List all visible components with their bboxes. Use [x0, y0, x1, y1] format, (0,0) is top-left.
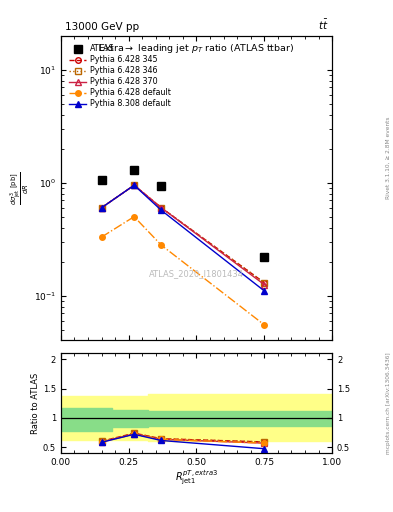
Pythia 6.428 370 — [132, 182, 136, 188]
ATLAS — [262, 254, 266, 260]
Y-axis label: Ratio to ATLAS: Ratio to ATLAS — [31, 373, 40, 434]
Pythia 8.308 default — [159, 207, 163, 214]
Legend: ATLAS, Pythia 6.428 345, Pythia 6.428 346, Pythia 6.428 370, Pythia 6.428 defaul: ATLAS, Pythia 6.428 345, Pythia 6.428 34… — [69, 45, 171, 109]
Pythia 6.428 346 — [159, 205, 163, 211]
Pythia 8.308 default — [99, 205, 104, 211]
Pythia 6.428 default — [159, 242, 163, 248]
Text: 13000 GeV pp: 13000 GeV pp — [65, 22, 139, 32]
Pythia 6.428 345 — [159, 205, 163, 211]
Line: Pythia 6.428 346: Pythia 6.428 346 — [99, 182, 267, 286]
Text: ATLAS_2020_I1801434: ATLAS_2020_I1801434 — [149, 269, 244, 278]
Pythia 8.308 default — [132, 182, 136, 188]
Pythia 6.428 default — [262, 322, 266, 328]
Pythia 6.428 370 — [262, 282, 266, 288]
Pythia 6.428 345 — [99, 205, 104, 211]
X-axis label: $R_\mathrm{jet1}^{pT,extra3}$: $R_\mathrm{jet1}^{pT,extra3}$ — [175, 468, 218, 487]
Text: Rivet 3.1.10, ≥ 2.8M events: Rivet 3.1.10, ≥ 2.8M events — [386, 116, 391, 199]
Line: ATLAS: ATLAS — [97, 166, 268, 261]
Pythia 6.428 default — [132, 214, 136, 220]
Line: Pythia 6.428 345: Pythia 6.428 345 — [99, 182, 267, 286]
ATLAS — [159, 183, 163, 189]
Text: $t\bar{t}$: $t\bar{t}$ — [318, 17, 328, 32]
Pythia 8.308 default — [262, 288, 266, 294]
Pythia 6.428 370 — [99, 205, 104, 211]
Line: Pythia 6.428 default: Pythia 6.428 default — [99, 214, 267, 328]
Y-axis label: $\frac{d\sigma_\mathrm{jet}^3\ \mathrm{[pb]}}{dR}$: $\frac{d\sigma_\mathrm{jet}^3\ \mathrm{[… — [8, 172, 31, 205]
Text: mcplots.cern.ch [arXiv:1306.3436]: mcplots.cern.ch [arXiv:1306.3436] — [386, 352, 391, 454]
Pythia 6.428 345 — [262, 280, 266, 286]
ATLAS — [132, 167, 136, 173]
Text: Extra$\rightarrow$ leading jet $p_T$ ratio (ATLAS ttbar): Extra$\rightarrow$ leading jet $p_T$ rat… — [98, 42, 295, 55]
Line: Pythia 8.308 default: Pythia 8.308 default — [99, 182, 267, 294]
Pythia 6.428 default — [99, 234, 104, 240]
Pythia 6.428 346 — [99, 205, 104, 211]
Pythia 6.428 346 — [132, 182, 136, 188]
Pythia 6.428 346 — [262, 280, 266, 286]
Line: Pythia 6.428 370: Pythia 6.428 370 — [99, 182, 267, 287]
Pythia 6.428 345 — [132, 182, 136, 188]
ATLAS — [99, 177, 104, 183]
Pythia 6.428 370 — [159, 205, 163, 211]
